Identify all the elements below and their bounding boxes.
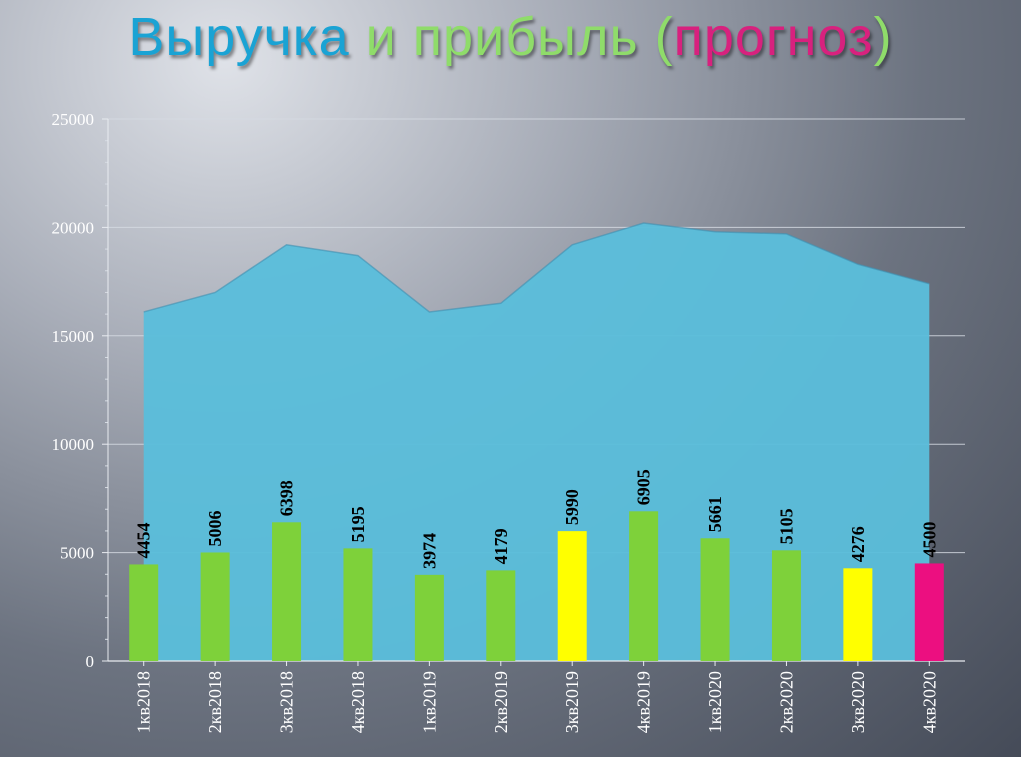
data-label-2кв2020: 5105 xyxy=(776,508,796,544)
y-tick-label-5000: 5000 xyxy=(60,544,94,563)
title-closing-paren: ) xyxy=(873,7,893,67)
y-tick-label-0: 0 xyxy=(86,652,95,671)
profit-bar-2кв2019 xyxy=(486,570,516,661)
y-tick-label-10000: 10000 xyxy=(52,435,95,454)
profit-bar-1кв2018 xyxy=(129,564,159,661)
profit-bar-1кв2020 xyxy=(700,538,730,661)
x-tick-label-4кв2018: 4кв2018 xyxy=(348,671,368,733)
data-label-2кв2018: 5006 xyxy=(205,510,225,546)
x-tick-label-2кв2019: 2кв2019 xyxy=(491,671,511,733)
revenue-area-layer xyxy=(143,222,930,661)
x-tick-label-1кв2020: 1кв2020 xyxy=(705,671,725,733)
revenue-area-edge xyxy=(143,222,930,313)
x-tick-label-3кв2018: 3кв2018 xyxy=(277,671,297,733)
profit-bar-3кв2018 xyxy=(272,522,302,661)
x-tick-label-1кв2019: 1кв2019 xyxy=(419,671,439,733)
profit-bar-1кв2019 xyxy=(414,574,444,661)
data-label-4кв2019: 6905 xyxy=(634,469,654,505)
y-tick-label-15000: 15000 xyxy=(52,327,95,346)
axes xyxy=(102,118,965,666)
title-revenue-word: Выручка xyxy=(128,7,350,67)
data-label-3кв2020: 4276 xyxy=(848,526,868,562)
x-tick-label-3кв2020: 3кв2020 xyxy=(848,671,868,733)
data-label-3кв2019: 5990 xyxy=(562,489,582,525)
profit-bar-3кв2020 xyxy=(843,568,873,661)
x-tick-label-1кв2018: 1кв2018 xyxy=(134,671,154,733)
profit-bar-2кв2020 xyxy=(771,550,801,661)
data-label-4кв2020: 4500 xyxy=(919,521,939,557)
x-tick-label-4кв2020: 4кв2020 xyxy=(919,671,939,733)
chart-title: Выручка и прибыль (прогноз) xyxy=(0,6,1021,68)
data-label-1кв2018: 4454 xyxy=(134,522,154,558)
x-tick-label-3кв2019: 3кв2019 xyxy=(562,671,582,733)
revenue-area xyxy=(143,223,930,661)
data-labels-layer: 4454 5006 6398 5195 3974 4179 5990 6905 5661 5105… xyxy=(134,469,940,569)
data-label-2кв2019: 4179 xyxy=(491,528,511,564)
profit-bar-4кв2020 xyxy=(914,563,944,661)
x-tick-labels: 1кв2018 2кв2018 3кв2018 4кв2018 1кв2019 2кв20… xyxy=(134,671,940,733)
title-profit-words: и прибыль ( xyxy=(349,7,674,67)
data-label-4кв2018: 5195 xyxy=(348,506,368,542)
data-label-3кв2018: 6398 xyxy=(277,480,297,516)
profit-bar-4кв2018 xyxy=(343,548,373,661)
x-tick-label-2кв2018: 2кв2018 xyxy=(205,671,225,733)
profit-bars-layer xyxy=(129,511,944,661)
y-tick-labels: 0 5000 10000 15000 20000 25000 xyxy=(52,110,95,671)
y-tick-label-20000: 20000 xyxy=(52,218,95,237)
profit-bar-4кв2019 xyxy=(629,511,659,661)
title-forecast-word: прогноз xyxy=(673,7,874,67)
profit-bar-2кв2018 xyxy=(200,552,230,661)
data-label-1кв2019: 3974 xyxy=(419,533,439,569)
y-tick-label-25000: 25000 xyxy=(52,110,95,129)
data-label-1кв2020: 5661 xyxy=(705,496,725,532)
x-tick-label-2кв2020: 2кв2020 xyxy=(776,671,796,733)
x-tick-label-4кв2019: 4кв2019 xyxy=(634,671,654,733)
profit-bar-3кв2019 xyxy=(557,531,587,661)
